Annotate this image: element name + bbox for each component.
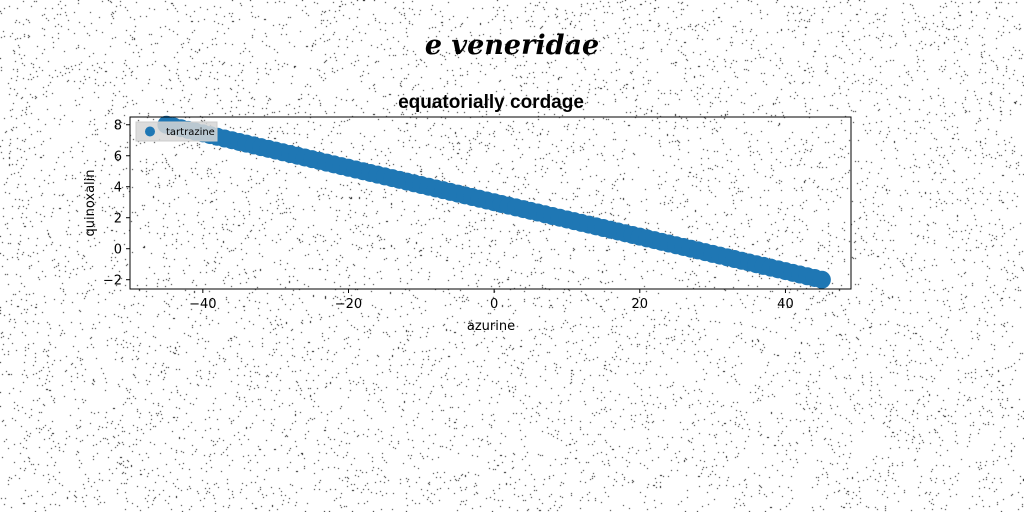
y-tick-label: 0 [114, 243, 122, 258]
x-tick-label: 40 [777, 297, 794, 312]
x-axis-ticks: −40 −20 0 20 40 [189, 289, 794, 312]
x-tick-label: 0 [490, 297, 498, 312]
x-tick-label: 20 [632, 297, 649, 312]
y-axis-ticks: −2 0 2 4 6 8 [103, 119, 130, 289]
x-tick-label: −20 [335, 297, 362, 312]
y-axis-label: quinoxalin [83, 169, 98, 236]
chart-title: equatorially cordage [398, 92, 584, 113]
x-axis-label: azurine [467, 319, 515, 334]
y-tick-label: 6 [114, 150, 122, 165]
y-tick-label: 4 [114, 181, 122, 196]
legend-box [135, 121, 218, 142]
legend-marker [145, 126, 155, 137]
y-tick-label: −2 [103, 274, 122, 289]
figure-suptitle: e veneridae [424, 30, 600, 61]
scatter-points [157, 115, 831, 289]
legend: tartrazine [135, 121, 218, 142]
y-tick-label: 8 [114, 119, 122, 134]
scatter-point [812, 270, 831, 289]
y-tick-label: 2 [114, 212, 122, 227]
x-tick-label: −40 [189, 297, 216, 312]
legend-label: tartrazine [166, 127, 215, 138]
axes-frame [129, 116, 852, 290]
